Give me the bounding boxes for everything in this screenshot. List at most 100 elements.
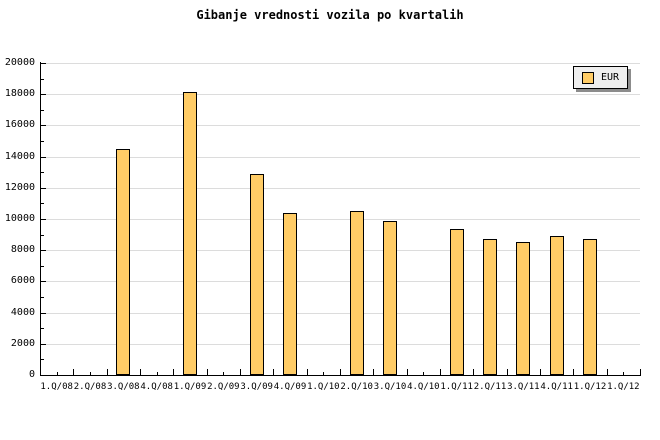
- y-tick-label: 4000: [10, 306, 35, 318]
- y-major-tick: [41, 94, 46, 96]
- y-minor-tick: [41, 172, 44, 174]
- x-major-tick: [340, 369, 341, 375]
- x-tick-label: 2.Q/08: [73, 382, 107, 392]
- y-tick-label: 20000: [4, 57, 35, 68]
- x-major-tick: [506, 369, 508, 375]
- bar: [383, 220, 397, 375]
- x-tick-label: 1.Q/12: [573, 382, 607, 392]
- x-major-tick: [606, 369, 608, 375]
- legend-swatch-icon: [582, 71, 594, 84]
- x-major-tick: [306, 369, 308, 375]
- y-major-tick: [41, 156, 46, 158]
- x-tick-label: 1.Q/10: [307, 382, 340, 392]
- y-gridline: [41, 63, 640, 64]
- x-minor-tick: [423, 372, 425, 375]
- x-major-tick: [573, 369, 575, 375]
- y-tick-label: 18000: [4, 88, 35, 100]
- x-axis-line: [40, 375, 641, 376]
- x-minor-tick: [90, 372, 91, 375]
- x-major-tick: [473, 369, 475, 375]
- x-tick-label: 1.Q/11: [440, 382, 473, 392]
- y-minor-tick: [41, 203, 44, 205]
- y-tick-label: 2000: [10, 337, 35, 349]
- bar: [583, 238, 597, 375]
- y-tick-label: 6000: [10, 275, 35, 287]
- x-tick-label: 2.Q/11: [473, 382, 507, 392]
- y-gridline: [41, 250, 640, 252]
- x-minor-tick: [223, 372, 225, 375]
- y-gridline: [41, 94, 640, 96]
- x-major-tick: [140, 369, 141, 375]
- y-major-tick: [41, 125, 46, 127]
- y-minor-tick: [41, 328, 44, 330]
- y-minor-tick: [41, 265, 44, 267]
- x-tick-label: 3.Q/10: [373, 382, 407, 392]
- x-tick-label: 4.Q/10: [407, 382, 440, 392]
- y-major-tick: [41, 63, 46, 64]
- y-major-tick: [41, 219, 46, 220]
- y-minor-tick: [41, 297, 44, 298]
- y-tick-label: 8000: [10, 244, 35, 256]
- bar: [516, 242, 531, 375]
- y-gridline: [41, 281, 640, 283]
- y-minor-tick: [41, 359, 44, 361]
- x-minor-tick: [156, 372, 158, 375]
- y-tick-label: 0: [28, 369, 35, 380]
- y-major-tick: [41, 343, 46, 345]
- bar: [549, 236, 564, 375]
- x-major-tick: [406, 369, 408, 375]
- x-minor-tick: [56, 372, 58, 375]
- y-tick-label: 16000: [4, 119, 35, 131]
- x-tick-label: 3.Q/11: [507, 382, 540, 392]
- y-minor-tick: [41, 234, 44, 236]
- y-major-tick: [41, 281, 46, 283]
- x-tick-label: 1.Q/09: [173, 382, 207, 392]
- x-tick-label: 1.Q/12: [607, 382, 640, 392]
- bar: [349, 211, 364, 375]
- y-tick-label: 10000: [4, 213, 35, 224]
- chart-title: Gibanje vrednosti vozila po kvartalih: [196, 8, 464, 22]
- y-tick-label: 14000: [4, 150, 35, 162]
- x-tick-label: 3.Q/08: [107, 382, 140, 392]
- y-gridline: [41, 343, 640, 345]
- x-major-tick: [173, 369, 175, 375]
- x-major-tick: [206, 369, 208, 375]
- legend-label: EUR: [601, 71, 620, 83]
- x-tick-label: 4.Q/08: [140, 382, 173, 392]
- x-major-tick: [273, 369, 275, 375]
- x-minor-tick: [323, 372, 325, 375]
- x-major-tick: [373, 369, 375, 375]
- y-minor-tick: [41, 78, 44, 80]
- y-gridline: [41, 187, 640, 189]
- x-tick-label: 4.Q/11: [540, 382, 573, 392]
- bar: [449, 229, 464, 375]
- y-axis-line: [40, 62, 41, 376]
- y-gridline: [41, 156, 640, 158]
- y-tick-label: 12000: [4, 181, 35, 193]
- x-major-tick: [540, 369, 541, 375]
- y-minor-tick: [41, 109, 44, 111]
- x-tick-label: 4.Q/09: [273, 382, 307, 392]
- x-major-tick: [440, 369, 441, 375]
- x-major-tick: [640, 369, 641, 375]
- x-tick-label: 3.Q/09: [240, 382, 273, 392]
- bar: [283, 212, 297, 375]
- y-major-tick: [41, 250, 46, 252]
- y-minor-tick: [41, 141, 44, 142]
- x-tick-label: 2.Q/09: [207, 382, 240, 392]
- y-gridline: [41, 125, 640, 127]
- x-tick-label: 2.Q/10: [340, 382, 373, 392]
- x-tick-label: 1.Q/08: [40, 382, 73, 392]
- x-major-tick: [73, 369, 75, 375]
- bar: [249, 173, 264, 375]
- bar: [183, 91, 197, 375]
- y-gridline: [41, 312, 640, 314]
- legend: EUR: [573, 66, 628, 89]
- x-minor-tick: [623, 372, 625, 375]
- y-gridline: [41, 219, 640, 220]
- bar: [116, 148, 131, 375]
- bar: [483, 239, 497, 375]
- x-major-tick: [240, 369, 241, 375]
